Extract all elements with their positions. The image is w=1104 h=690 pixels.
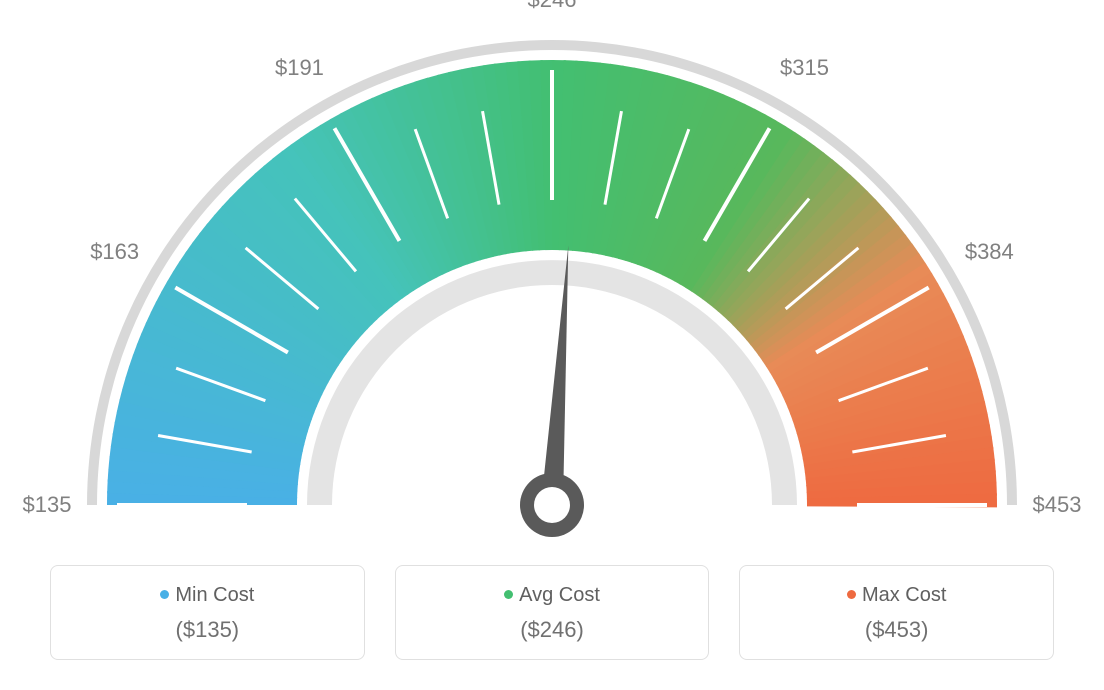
tick-label: $315 <box>780 55 829 81</box>
min-cost-card: Min Cost ($135) <box>50 565 365 660</box>
max-cost-card: Max Cost ($453) <box>739 565 1054 660</box>
min-cost-label: Min Cost <box>61 584 354 607</box>
max-cost-label: Max Cost <box>750 584 1043 607</box>
min-dot-icon <box>160 590 169 599</box>
chart-container: $135 $163 $191 $246 $315 $384 $453 Min Cost ($… <box>0 0 1104 690</box>
gauge-svg <box>0 0 1104 560</box>
min-cost-value: ($135) <box>61 617 354 643</box>
avg-cost-card: Avg Cost ($246) <box>395 565 710 660</box>
tick-label: $191 <box>275 55 324 81</box>
avg-cost-value: ($246) <box>406 617 699 643</box>
tick-label: $163 <box>90 239 139 265</box>
max-cost-value: ($453) <box>750 617 1043 643</box>
avg-dot-icon <box>504 590 513 599</box>
avg-cost-label-text: Avg Cost <box>519 584 600 606</box>
tick-label: $384 <box>965 239 1014 265</box>
min-cost-label-text: Min Cost <box>175 584 254 606</box>
tick-label: $246 <box>528 0 577 13</box>
summary-cards: Min Cost ($135) Avg Cost ($246) Max Cost… <box>50 565 1054 660</box>
max-dot-icon <box>847 590 856 599</box>
tick-label: $453 <box>1033 492 1082 518</box>
gauge: $135 $163 $191 $246 $315 $384 $453 <box>0 0 1104 560</box>
tick-label: $135 <box>23 492 72 518</box>
avg-cost-label: Avg Cost <box>406 584 699 607</box>
max-cost-label-text: Max Cost <box>862 584 946 606</box>
